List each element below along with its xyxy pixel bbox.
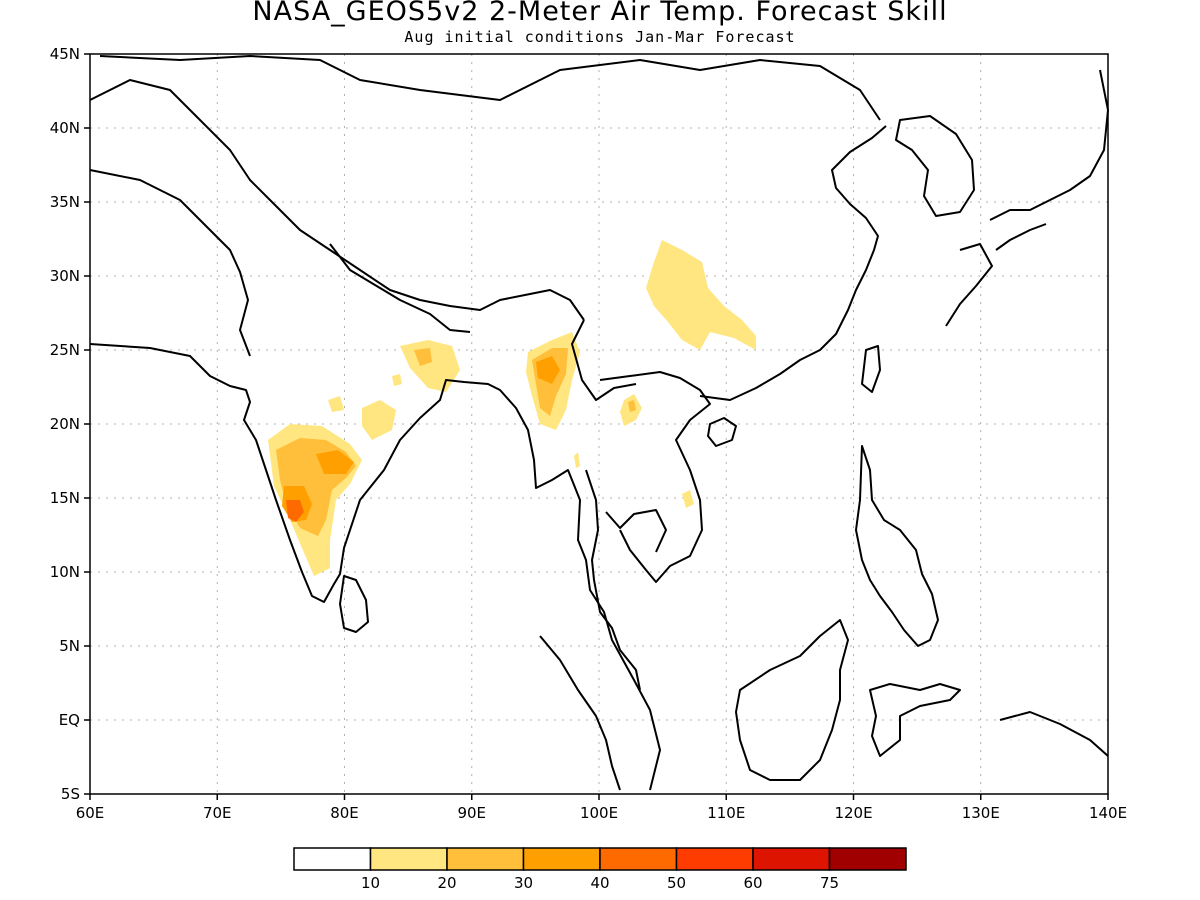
skill-region-laos-20 [628,400,636,412]
colorbar-label: 75 [820,874,839,892]
y-tick-label: 40N [50,119,80,137]
coastline-japan [945,69,1109,327]
x-tick-label: 110E [707,804,745,822]
border-himalaya [329,243,471,333]
colorbar-label: 50 [667,874,686,892]
skill-region-china-10 [646,240,756,350]
x-tick-label: 100E [580,804,618,822]
colorbar-swatch [446,847,525,871]
coastline-sumatra [539,635,621,791]
x-tick-label: 120E [834,804,872,822]
coastline-south-china [699,125,887,401]
y-tick-label: 45N [50,45,80,63]
coastline-india [89,343,661,791]
y-tick-label: 5N [59,637,80,655]
skill-region-bihar-10 [400,340,460,392]
colorbar-label: 20 [437,874,456,892]
y-tick-label: 15N [50,489,80,507]
colorbar-swatch [752,847,831,871]
border-north-west [89,79,585,321]
y-axis: 45N 40N 35N 30N 25N 20N 15N 10N 5N EQ 5S [50,45,90,803]
coastline-hainan [707,417,737,447]
x-axis: 60E 70E 80E 90E 100E 110E 120E 130E 140E [76,794,1127,822]
skill-region-small-1 [328,396,344,412]
map-title: NASA_GEOS5v2 2-Meter Air Temp. Forecast … [252,0,948,27]
skill-region-central-india [362,400,396,440]
coastline-sulawesi [869,683,961,757]
y-tick-label: 10N [50,563,80,581]
colorbar-swatch [828,847,907,871]
y-tick-label: 35N [50,193,80,211]
y-tick-label: 20N [50,415,80,433]
skill-region-small-2 [392,374,402,386]
coastline-indochina [599,371,711,583]
coastlines [89,55,1109,791]
coastline-korea [895,115,975,217]
colorbar-label: 40 [590,874,609,892]
skill-shading [268,240,756,576]
border-myanmar-china [571,319,637,401]
colorbar-label: 60 [743,874,762,892]
skill-region-bihar-20 [414,348,432,366]
y-tick-label: 5S [61,785,80,803]
x-tick-label: 70E [203,804,232,822]
coastline-sri-lanka [339,575,369,633]
x-tick-label: 80E [330,804,359,822]
x-tick-label: 90E [457,804,486,822]
colorbar: 10 20 30 40 50 60 75 [293,847,907,892]
coastline-philippines [855,445,939,647]
y-tick-label: EQ [59,711,80,729]
coastline-moluccas [999,711,1109,757]
colorbar-label: 30 [514,874,533,892]
colorbar-swatch [522,847,601,871]
colorbar-swatch [599,847,678,871]
coastline-gulf-thailand [605,509,667,553]
coastline-malay-peninsula [585,469,641,691]
skill-region-sumatra [574,452,580,468]
border-central-asia [89,169,251,357]
x-tick-label: 60E [76,804,105,822]
colorbar-swatch [369,847,448,871]
colorbar-swatch [675,847,754,871]
colorbar-label: 10 [361,874,380,892]
skill-region-myanmar-30 [536,356,560,384]
skill-region-india-30 [316,450,354,474]
colorbar-swatch [293,847,372,871]
coastline-borneo [735,619,849,781]
map-subtitle: Aug initial conditions Jan-Mar Forecast [404,28,796,46]
border-mongolia [99,55,881,121]
coastline-taiwan [861,345,881,393]
skill-region-vietnam [682,490,694,508]
skill-region-india-40 [286,500,304,522]
y-tick-label: 25N [50,341,80,359]
x-tick-label: 130E [962,804,1000,822]
y-tick-label: 30N [50,267,80,285]
x-tick-label: 140E [1089,804,1127,822]
grid-lines [90,54,1108,794]
